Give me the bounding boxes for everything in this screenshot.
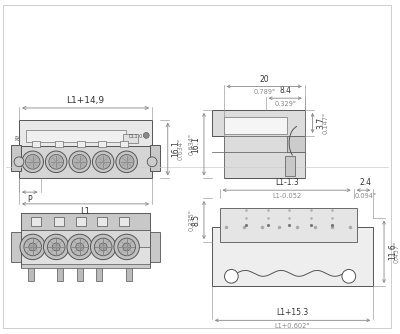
Text: 0.147": 0.147"	[322, 112, 328, 134]
Bar	[123, 134, 138, 143]
Bar	[19, 120, 152, 146]
Text: 0.335": 0.335"	[188, 209, 194, 231]
Text: L1: L1	[81, 207, 90, 216]
Bar	[32, 141, 40, 147]
Circle shape	[14, 157, 24, 167]
Bar	[57, 267, 63, 281]
Circle shape	[52, 243, 60, 251]
Circle shape	[114, 234, 139, 260]
Circle shape	[116, 151, 138, 173]
Text: 8.4: 8.4	[279, 86, 291, 95]
Text: P: P	[28, 195, 32, 204]
Text: 3.7: 3.7	[316, 117, 326, 129]
Circle shape	[44, 234, 69, 260]
Bar	[11, 145, 21, 171]
Bar	[55, 141, 63, 147]
Circle shape	[46, 151, 67, 173]
Text: 0.329": 0.329"	[274, 101, 296, 107]
Circle shape	[29, 243, 37, 251]
Bar	[21, 227, 150, 247]
Bar	[77, 141, 84, 147]
Text: ≋: ≋	[14, 134, 20, 143]
Bar	[285, 156, 295, 175]
Circle shape	[99, 243, 107, 251]
Circle shape	[224, 270, 238, 283]
Text: DL1.0: DL1.0	[128, 134, 142, 139]
Text: L1+14,9: L1+14,9	[66, 96, 105, 105]
Text: 20: 20	[259, 74, 269, 84]
Text: 0.094": 0.094"	[354, 193, 376, 199]
Circle shape	[143, 133, 149, 138]
Bar	[31, 217, 40, 226]
Bar	[21, 213, 150, 230]
Circle shape	[72, 154, 87, 169]
Bar	[76, 217, 86, 226]
Text: L1+0.602": L1+0.602"	[275, 323, 310, 329]
Circle shape	[67, 234, 92, 260]
Circle shape	[24, 238, 42, 256]
Text: 16.1: 16.1	[191, 136, 200, 153]
Circle shape	[69, 151, 90, 173]
Circle shape	[119, 154, 134, 169]
Polygon shape	[212, 110, 305, 178]
Bar	[212, 227, 373, 286]
Circle shape	[147, 157, 157, 167]
Bar	[11, 232, 21, 262]
Bar	[150, 232, 160, 262]
Polygon shape	[287, 136, 305, 152]
Circle shape	[25, 154, 40, 169]
Bar	[28, 267, 34, 281]
Circle shape	[118, 238, 136, 256]
Text: 0.634": 0.634"	[178, 138, 184, 160]
Circle shape	[94, 238, 112, 256]
Circle shape	[71, 238, 88, 256]
Bar	[21, 213, 150, 267]
Text: L1+15.3: L1+15.3	[276, 308, 309, 317]
Bar	[150, 145, 160, 171]
Text: 16.1: 16.1	[172, 141, 181, 157]
Circle shape	[47, 238, 65, 256]
Bar	[97, 217, 107, 226]
Bar	[77, 267, 83, 281]
Bar	[119, 217, 129, 226]
Bar	[96, 267, 102, 281]
Circle shape	[20, 234, 46, 260]
Bar	[220, 208, 357, 242]
Circle shape	[92, 151, 114, 173]
Circle shape	[342, 270, 356, 283]
Bar	[224, 117, 287, 134]
Bar	[26, 131, 126, 142]
Bar	[98, 141, 106, 147]
Text: 8.5: 8.5	[191, 214, 200, 226]
Circle shape	[123, 243, 130, 251]
Text: 0.457": 0.457"	[394, 241, 400, 263]
Bar	[19, 146, 152, 178]
Text: L1-1.3: L1-1.3	[275, 178, 298, 187]
Circle shape	[96, 154, 110, 169]
Text: 0.634": 0.634"	[188, 133, 194, 155]
Circle shape	[90, 234, 116, 260]
Text: 11.6: 11.6	[388, 243, 397, 260]
Bar	[54, 217, 64, 226]
Bar	[126, 267, 132, 281]
Circle shape	[49, 154, 64, 169]
Text: 0.789": 0.789"	[253, 90, 275, 96]
Circle shape	[22, 151, 44, 173]
Bar	[21, 264, 150, 269]
Text: 2.4: 2.4	[360, 178, 372, 187]
Text: L1-0.052: L1-0.052	[272, 193, 301, 199]
Circle shape	[76, 243, 84, 251]
Bar	[120, 141, 128, 147]
